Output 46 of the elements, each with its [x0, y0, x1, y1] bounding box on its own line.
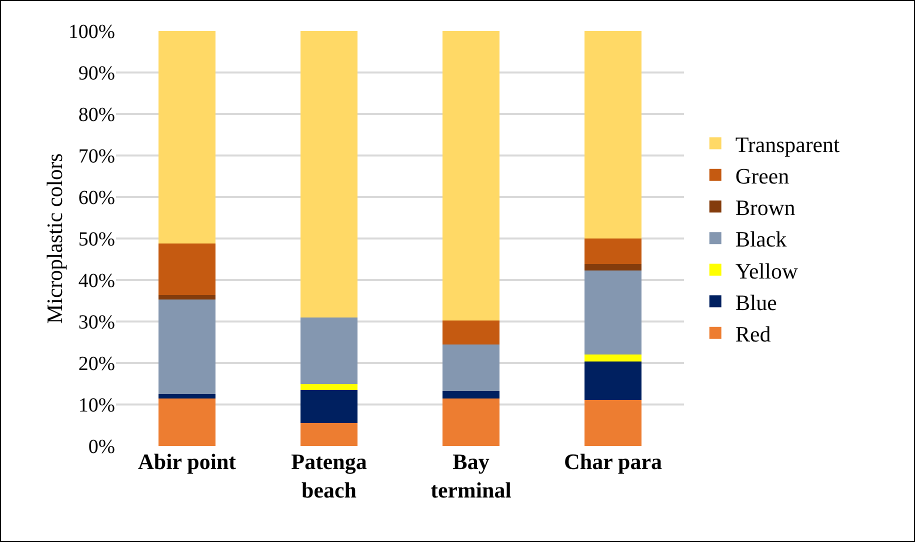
bar [584, 400, 642, 446]
bar [158, 31, 216, 244]
legend-label: Black [735, 226, 787, 252]
x-tick-label: Bay terminal [430, 449, 512, 503]
bar [158, 300, 216, 394]
bar [300, 423, 358, 446]
y-tick-label: 60% [78, 187, 115, 209]
bar [158, 398, 216, 446]
bar [584, 361, 642, 400]
legend-label: Blue [735, 290, 777, 315]
bar [442, 320, 500, 344]
bar [442, 31, 500, 320]
y-tick-label: 100% [68, 21, 115, 43]
bar [584, 31, 642, 238]
y-tick-label: 30% [78, 312, 115, 334]
bar [158, 394, 216, 399]
legend-label: Yellow [735, 258, 798, 284]
bar [584, 264, 642, 270]
y-tick-label: 50% [78, 228, 115, 250]
x-tick-label: Char para [564, 449, 662, 474]
y-tick-label: 0% [88, 436, 115, 458]
bar [584, 238, 642, 264]
legend-label: Green [735, 163, 790, 188]
y-tick-label: 20% [78, 353, 115, 375]
y-tick-label: 40% [78, 270, 115, 292]
legend-label: Transparent [735, 132, 840, 157]
bar [158, 243, 216, 295]
bar [158, 294, 216, 300]
y-axis-title: Microplastic colors [42, 153, 67, 324]
bar [300, 31, 358, 318]
legend-label: Red [735, 321, 771, 346]
y-tick-label: 90% [78, 62, 115, 84]
legend-label: Brown [735, 195, 796, 220]
bar [584, 270, 642, 354]
y-tick-label: 80% [78, 104, 115, 126]
bar [300, 317, 358, 384]
bar [584, 354, 642, 362]
x-tick-label: Patenga beach [291, 449, 367, 503]
bar [442, 391, 500, 399]
bar [300, 390, 358, 424]
bar [442, 344, 500, 392]
bar [300, 384, 358, 390]
bar [442, 398, 500, 446]
y-tick-label: 70% [78, 146, 115, 168]
x-tick-label: Abir point [138, 449, 237, 474]
y-tick-label: 10% [78, 394, 115, 416]
